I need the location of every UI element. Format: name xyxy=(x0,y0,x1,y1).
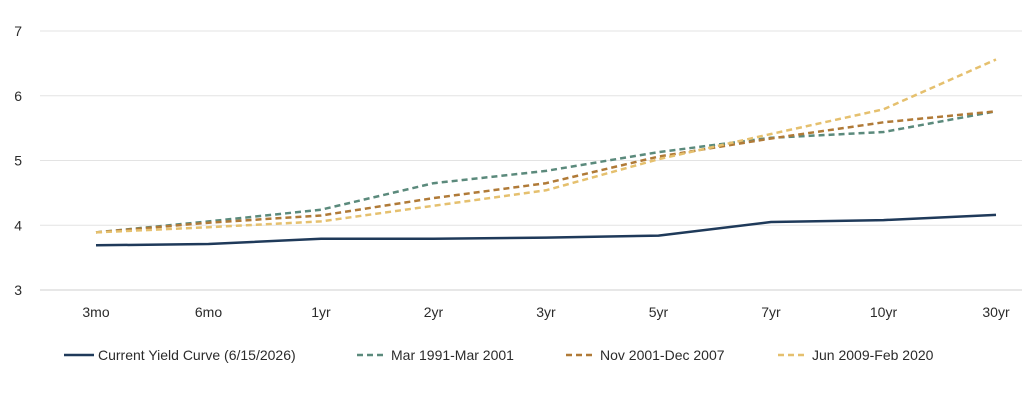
series-line-3 xyxy=(95,110,997,234)
legend-item-1: Current Yield Curve (6/15/2026) xyxy=(64,347,296,363)
y-tick-label: 5 xyxy=(14,153,22,169)
legend-item-4: Jun 2009-Feb 2020 xyxy=(778,347,934,363)
x-tick-label: 6mo xyxy=(195,304,222,320)
y-axis-ticks: 3 4 5 6 7 xyxy=(14,23,22,298)
x-tick-label: 3yr xyxy=(536,304,556,320)
x-tick-label: 7yr xyxy=(761,304,781,320)
series-layer xyxy=(95,58,997,247)
grid-layer xyxy=(40,30,1022,291)
y-tick-label: 4 xyxy=(14,217,22,233)
x-tick-label: 5yr xyxy=(649,304,669,320)
legend-item-3: Nov 2001-Dec 2007 xyxy=(566,347,725,363)
x-tick-label: 30yr xyxy=(982,304,1010,320)
legend-label: Nov 2001-Dec 2007 xyxy=(600,347,725,363)
x-tick-label: 10yr xyxy=(870,304,898,320)
legend-label: Current Yield Curve (6/15/2026) xyxy=(98,347,296,363)
x-tick-label: 1yr xyxy=(311,304,331,320)
series-line-2 xyxy=(95,110,997,234)
legend-item-2: Mar 1991-Mar 2001 xyxy=(357,347,514,363)
x-tick-label: 2yr xyxy=(424,304,444,320)
legend-label: Jun 2009-Feb 2020 xyxy=(812,347,934,363)
series-line-1 xyxy=(95,213,997,247)
legend-label: Mar 1991-Mar 2001 xyxy=(391,347,514,363)
x-tick-label: 3mo xyxy=(82,304,109,320)
series-line-4 xyxy=(95,58,997,234)
legend: Current Yield Curve (6/15/2026) Mar 1991-… xyxy=(64,347,934,363)
y-tick-label: 6 xyxy=(14,88,22,104)
y-tick-label: 7 xyxy=(14,23,22,39)
x-axis-ticks: 3mo 6mo 1yr 2yr 3yr 5yr 7yr 10yr 30yr xyxy=(82,304,1010,320)
y-tick-label: 3 xyxy=(14,282,22,298)
